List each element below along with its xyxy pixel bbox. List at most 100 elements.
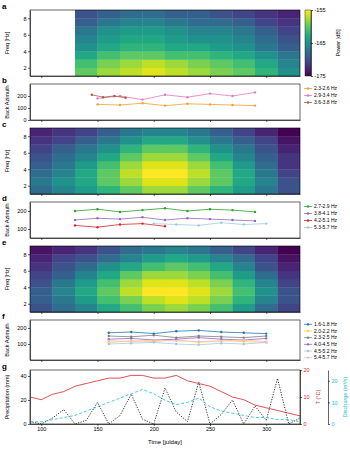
cell: [255, 169, 278, 178]
point: [186, 103, 188, 105]
cell: [188, 279, 211, 288]
legend-line: [304, 102, 312, 103]
tick-mark: [300, 370, 302, 371]
point: [209, 92, 211, 94]
cell: [278, 254, 301, 263]
axis: 2468: [23, 129, 30, 195]
legend: 2.3-2.6 Hz2.9-3.4 Hz3.6-3.8 Hz: [304, 85, 338, 105]
plot-area: [30, 246, 300, 312]
legend-line: [304, 213, 312, 214]
cell: [120, 161, 143, 170]
cell: [143, 145, 166, 154]
cell: [188, 271, 211, 280]
point: [119, 223, 121, 225]
cell: [255, 263, 278, 272]
figure: 2468aFreq [Hz]-175-165-155Power [dB]0100…: [0, 0, 350, 459]
legend-marker: [307, 226, 309, 228]
cell: [165, 263, 188, 272]
axis: 100200: [17, 203, 30, 239]
tick: 2: [23, 301, 30, 307]
cell: [255, 145, 278, 154]
cell: [278, 145, 301, 154]
cell: [53, 279, 76, 288]
tick: 10: [328, 400, 338, 406]
tick-label: -165: [315, 40, 326, 46]
cell: [210, 287, 233, 296]
cell: [53, 254, 76, 263]
cell: [210, 254, 233, 263]
cell: [75, 254, 98, 263]
panel-label: b: [2, 76, 7, 85]
cell: [75, 178, 98, 187]
legend-line: [304, 337, 312, 338]
series-group: [74, 207, 268, 228]
cell: [255, 178, 278, 187]
cell: [233, 296, 256, 305]
cell: [210, 27, 233, 36]
legend-marker: [307, 219, 309, 221]
plot-area: [30, 202, 300, 238]
tick: [41, 76, 42, 78]
tick: [210, 238, 211, 240]
cell: [233, 43, 256, 52]
cell: [143, 128, 166, 137]
cell: [75, 27, 98, 36]
cell: [30, 246, 53, 255]
plot-area: [30, 370, 300, 424]
cell: [278, 18, 301, 27]
legend-marker: [307, 94, 309, 96]
tick-label: 200: [150, 426, 159, 432]
plot-frame: [30, 246, 300, 312]
tick-mark: [311, 10, 313, 11]
cell: [98, 43, 121, 52]
tick: 100: [17, 341, 30, 347]
legend: 1.6-1.8 Hz2.0-2.2 Hz2.3-2.5 Hz4.0-4.5 Hz…: [304, 321, 338, 360]
tick: 2: [23, 65, 30, 71]
cell: [233, 263, 256, 272]
cell: [278, 60, 301, 69]
tick-mark: [311, 76, 313, 77]
cell: [30, 263, 53, 272]
tick-label: 10: [304, 394, 310, 400]
cell: [233, 287, 256, 296]
cell: [278, 10, 301, 19]
point: [141, 216, 143, 218]
point: [96, 97, 98, 99]
cell: [30, 287, 53, 296]
cell: [30, 296, 53, 305]
series-group: [108, 329, 268, 346]
tick: [210, 194, 211, 196]
cell: [120, 60, 143, 69]
tick: [98, 238, 99, 240]
cell: [75, 136, 98, 145]
cell: [30, 304, 53, 312]
tick-mark: [154, 76, 155, 78]
point: [141, 209, 143, 211]
tick-label: 0: [23, 421, 26, 427]
cell: [120, 153, 143, 162]
tick-label: 100: [37, 426, 46, 432]
cell: [188, 161, 211, 170]
series-line: [98, 103, 256, 105]
cell: [188, 296, 211, 305]
point: [108, 343, 110, 345]
tick-label: 6: [23, 32, 26, 38]
cell: [120, 178, 143, 187]
y-axis-title: Back Azimuth: [4, 203, 10, 236]
plot-area: [30, 84, 300, 120]
tick: 300: [262, 424, 271, 432]
point: [265, 337, 267, 339]
cell: [120, 68, 143, 76]
cell: [255, 279, 278, 288]
point: [175, 339, 177, 341]
cell: [233, 254, 256, 263]
tick-mark: [98, 120, 99, 122]
tick-mark: [300, 424, 302, 425]
plot-area: [30, 320, 300, 360]
point: [220, 340, 222, 342]
tick-mark: [328, 424, 330, 425]
cell: [210, 145, 233, 154]
cell: [143, 10, 166, 19]
cell: [255, 271, 278, 280]
cell: [30, 254, 53, 263]
